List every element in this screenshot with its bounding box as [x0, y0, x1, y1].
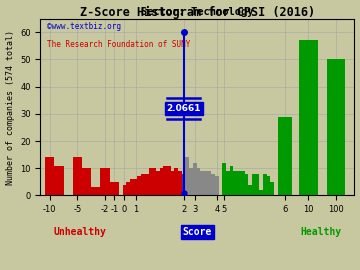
Bar	[327, 59, 345, 195]
Bar	[163, 166, 167, 195]
Bar	[130, 179, 134, 195]
Bar	[226, 171, 230, 195]
Bar	[159, 168, 163, 195]
Bar	[149, 168, 152, 195]
Bar	[299, 40, 318, 195]
Bar	[200, 171, 204, 195]
Bar	[244, 174, 248, 195]
Bar	[45, 157, 54, 195]
Text: The Research Foundation of SUNY: The Research Foundation of SUNY	[47, 40, 190, 49]
Bar	[178, 171, 182, 195]
Bar	[182, 174, 185, 195]
Bar	[185, 157, 189, 195]
Bar	[211, 174, 215, 195]
Bar	[215, 176, 219, 195]
Title: Z-Score Histogram for CPSI (2016): Z-Score Histogram for CPSI (2016)	[80, 6, 315, 19]
Bar	[73, 157, 82, 195]
Bar	[126, 182, 130, 195]
Bar	[237, 171, 241, 195]
Bar	[54, 166, 64, 195]
Bar	[204, 171, 208, 195]
Text: 2.0661: 2.0661	[166, 104, 201, 113]
Bar	[110, 182, 119, 195]
Text: Sector: Technology: Sector: Technology	[141, 7, 254, 17]
Y-axis label: Number of companies (574 total): Number of companies (574 total)	[5, 29, 14, 184]
Bar	[141, 174, 145, 195]
Bar	[152, 168, 156, 195]
Bar	[241, 171, 244, 195]
Bar	[270, 182, 274, 195]
Bar	[167, 166, 171, 195]
Bar	[259, 190, 263, 195]
Bar	[134, 179, 138, 195]
Bar	[91, 187, 100, 195]
Bar	[230, 166, 234, 195]
Bar	[222, 163, 226, 195]
Bar	[189, 168, 193, 195]
Bar	[82, 168, 91, 195]
Bar	[256, 174, 259, 195]
Bar	[174, 168, 178, 195]
Text: ©www.textbiz.org: ©www.textbiz.org	[47, 22, 121, 31]
Text: Healthy: Healthy	[301, 227, 342, 237]
Bar	[193, 163, 197, 195]
Bar	[252, 174, 256, 195]
Bar	[171, 171, 174, 195]
Bar	[248, 184, 252, 195]
Text: Unhealthy: Unhealthy	[53, 227, 106, 237]
Bar	[208, 171, 211, 195]
Bar	[138, 176, 141, 195]
Bar	[145, 174, 149, 195]
Bar	[267, 176, 270, 195]
Bar	[234, 171, 237, 195]
Bar	[156, 171, 159, 195]
Bar	[197, 168, 200, 195]
Text: Score: Score	[183, 227, 212, 237]
Bar	[100, 168, 110, 195]
Bar	[123, 184, 126, 195]
Bar	[278, 117, 292, 195]
Bar	[263, 174, 267, 195]
